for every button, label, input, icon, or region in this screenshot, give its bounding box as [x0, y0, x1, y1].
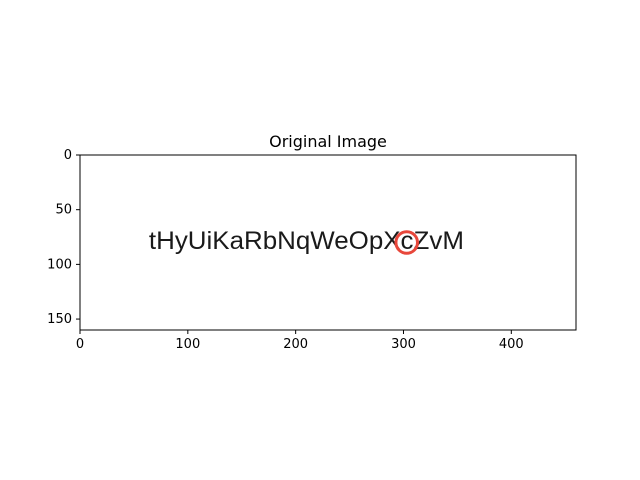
- x-tick-label: 400: [499, 337, 524, 352]
- x-tick-label: 0: [76, 337, 84, 352]
- image-background: [80, 155, 576, 330]
- x-tick-label: 100: [175, 337, 200, 352]
- chart-title: Original Image: [269, 132, 387, 151]
- y-tick-label: 150: [47, 312, 72, 327]
- x-axis: 0 100 200 300 400: [76, 330, 524, 352]
- y-axis: 0 50 100 150: [47, 148, 80, 327]
- x-tick-label: 300: [391, 337, 416, 352]
- axes-frame: [79, 154, 577, 331]
- target-marker-circle: [394, 230, 419, 255]
- y-tick-label: 100: [47, 257, 72, 272]
- x-tick-label: 200: [283, 337, 308, 352]
- y-tick-label: 50: [55, 203, 72, 218]
- y-tick-label: 0: [64, 148, 72, 163]
- plot-area: tHyUiKaRbNqWeOpXcZvM: [79, 154, 577, 331]
